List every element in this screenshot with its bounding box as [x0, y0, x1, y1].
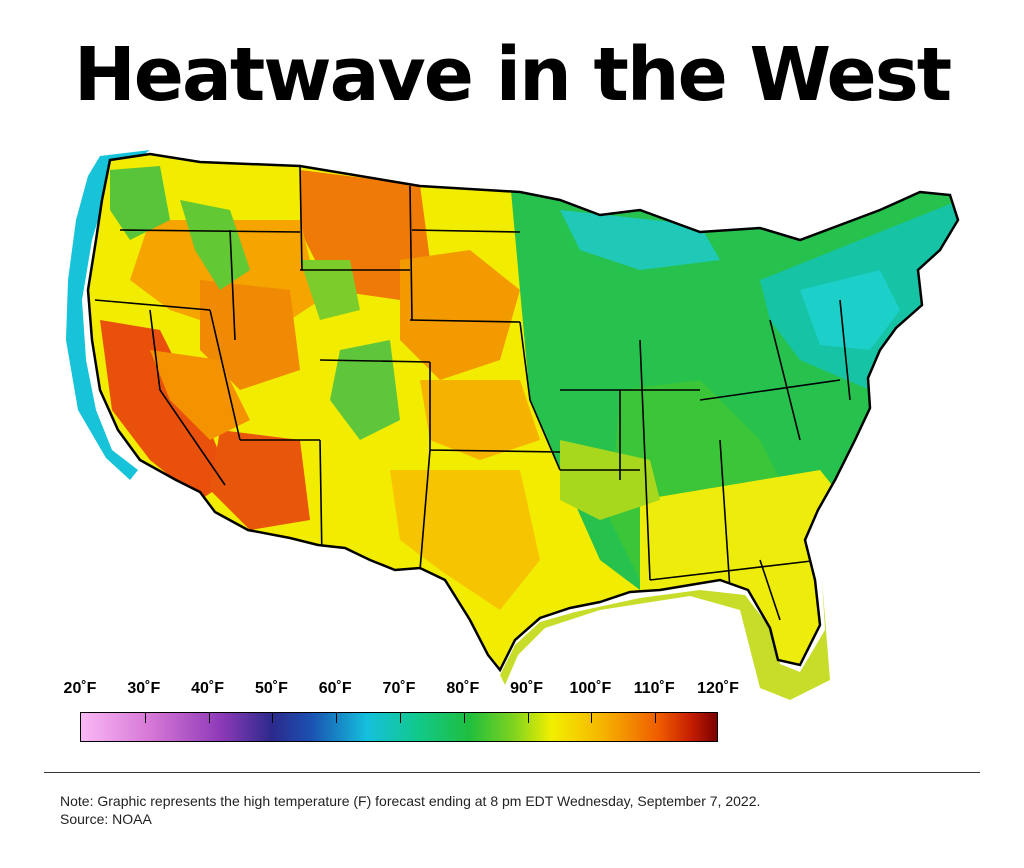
legend-label: 70˚F — [382, 680, 416, 697]
note-text: Note: Graphic represents the high temper… — [60, 793, 761, 809]
legend-label: 110˚F — [633, 680, 675, 697]
temperature-legend: 20˚F 30˚F 40˚F 50˚F 60˚F 70˚F 80˚F 90˚F … — [50, 680, 770, 750]
gulf-coast-band — [500, 580, 830, 700]
ocean-coast-band — [66, 150, 150, 480]
legend-tick — [208, 713, 210, 723]
legend-tick — [655, 713, 657, 723]
legend-tick — [591, 713, 593, 723]
source-text: Source: NOAA — [60, 811, 152, 827]
us-temperature-map — [66, 150, 960, 700]
legend-label: 100˚F — [569, 680, 612, 697]
footer-note: Note: Graphic represents the high temper… — [60, 792, 760, 828]
temperature-color-scale — [80, 712, 718, 742]
legend-tick — [463, 713, 465, 723]
legend-label: 120˚F — [697, 680, 739, 697]
legend-tick — [336, 713, 338, 723]
us-outline — [86, 152, 960, 673]
legend-label: 50˚F — [254, 680, 288, 697]
legend-label: 40˚F — [191, 680, 225, 697]
divider — [44, 772, 980, 773]
legend-tick — [400, 713, 401, 723]
legend-label: 60˚F — [318, 680, 352, 697]
legend-label: 30˚F — [127, 680, 161, 697]
legend-tick — [527, 713, 529, 723]
legend-tick — [144, 713, 146, 723]
legend-tick — [272, 713, 274, 723]
page-title: Heatwave in the West — [73, 32, 952, 118]
legend-label: 20˚F — [63, 680, 97, 697]
legend-label: 90˚F — [510, 680, 544, 697]
legend-label: 80˚F — [446, 680, 480, 697]
